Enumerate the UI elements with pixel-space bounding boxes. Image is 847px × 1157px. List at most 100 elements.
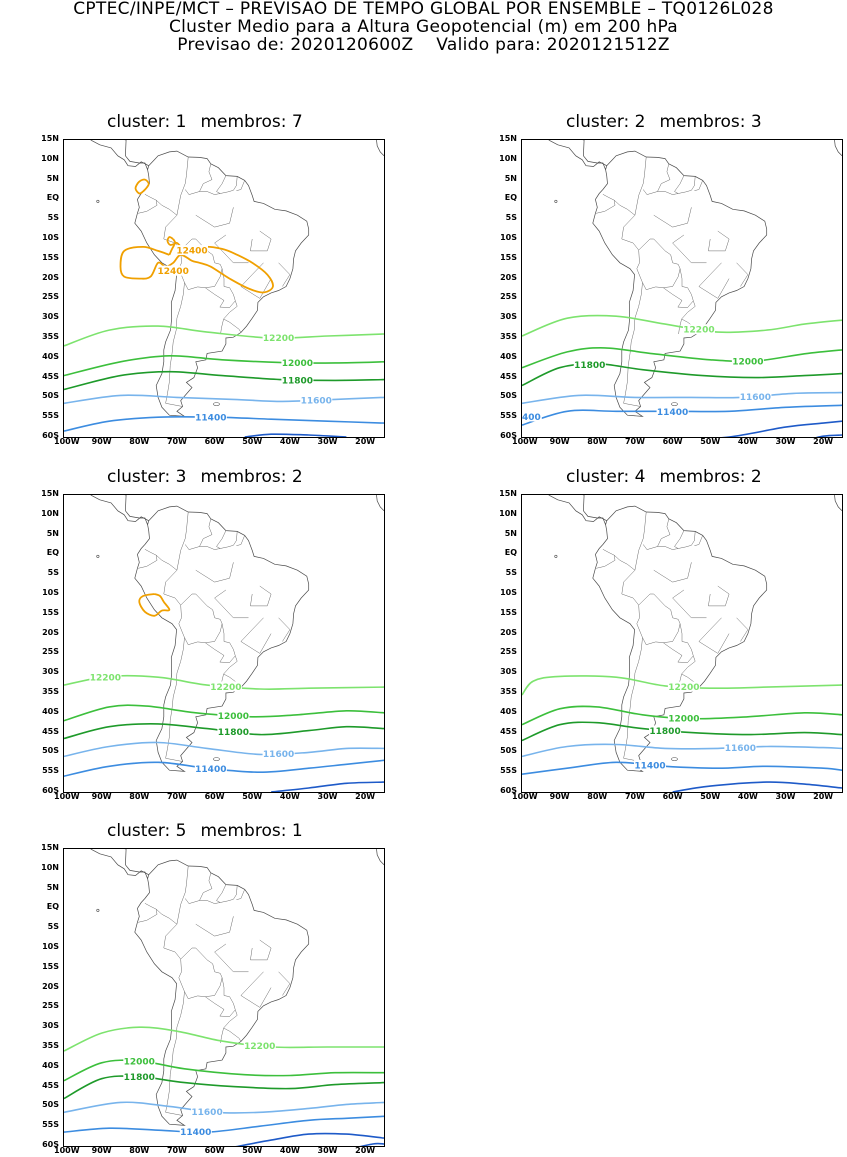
members-label: membros: 1: [200, 821, 303, 841]
country-border: [596, 194, 616, 214]
country-border: [672, 234, 707, 264]
panel-title: cluster: 1 membros: 7: [107, 112, 317, 132]
lat-tick-label: 15S: [42, 607, 59, 617]
lon-tick-label: 20W: [813, 792, 834, 801]
contour-label-bg: [123, 1071, 156, 1082]
map-frame[interactable]: 12200 12000 11800 11600 11400 400: [521, 139, 843, 438]
lat-tick-label: 10S: [500, 588, 517, 597]
country-border: [184, 163, 213, 195]
central-america-coastline: [124, 140, 148, 170]
lat-tick-label: 55S: [42, 766, 59, 776]
country-border: [678, 318, 682, 335]
galapagos-islands: [554, 554, 558, 558]
lon-tick-label: 50W: [700, 437, 721, 446]
panel-title: cluster: 4 membros: 2: [566, 467, 776, 487]
lat-tick-label: 5S: [505, 568, 517, 578]
central-america-coastline: [582, 495, 606, 525]
lat-tick-label: 55S: [42, 1120, 59, 1130]
lat-tick-label: 15N: [41, 134, 59, 143]
lat-tick-label: 15S: [42, 252, 59, 262]
central-america-coastline: [124, 849, 148, 879]
lat-tick-label: 25S: [42, 647, 59, 657]
lon-tick-label: 50W: [700, 792, 721, 801]
contour-12400-closed: [119, 241, 274, 294]
contour-label: 11400: [657, 408, 688, 418]
lat-tick-label: 60S: [42, 786, 59, 795]
country-border: [278, 971, 291, 996]
country-border: [698, 617, 730, 654]
contour-label-bg: [739, 391, 772, 402]
panel-title: cluster: 5 membros: 1: [107, 821, 317, 841]
falkland-islands: [671, 757, 678, 761]
members-label: membros: 7: [200, 112, 303, 132]
falkland-islands: [213, 402, 220, 406]
lat-tick-label: 5N: [504, 173, 517, 183]
country-border: [694, 535, 703, 546]
lon-tick-label: 70W: [166, 1146, 187, 1155]
contour-label: 12400: [176, 247, 207, 257]
contour-11200: [235, 1132, 384, 1146]
central-america-coastline: [548, 140, 607, 167]
lon-tick-label: 80W: [129, 1146, 150, 1155]
lon-tick-label: 70W: [166, 792, 187, 801]
country-border: [657, 531, 696, 550]
contour-label-bg: [217, 726, 250, 737]
lon-tick-label: 30W: [775, 792, 796, 801]
map-frame[interactable]: 12200 12000 11800 11600 11400 12200: [63, 494, 385, 793]
africa-coastline: [376, 849, 384, 866]
lon-tick-label: 50W: [242, 1146, 263, 1155]
country-border: [674, 175, 685, 194]
galapagos-islands: [96, 554, 100, 558]
country-border: [195, 207, 234, 228]
lat-tick-label: 20S: [42, 627, 59, 637]
contour-12000: [64, 1059, 384, 1082]
lat-tick-label: 10N: [41, 153, 59, 163]
country-border: [156, 200, 178, 216]
lat-tick-label: 10S: [42, 233, 59, 242]
contour-11400: [522, 761, 842, 775]
contour-label: 12200: [263, 334, 294, 344]
lon-tick-label: 90W: [91, 792, 112, 801]
map-frame[interactable]: 12200 12000 11800 11600 11400: [63, 848, 385, 1147]
map-svg: 12200 12000 11800 11600 11400: [64, 849, 384, 1146]
map-frame[interactable]: 12200 12000 11800 11600 11400 12400 12400: [63, 139, 385, 438]
contour-label-bg: [262, 332, 295, 343]
contour-label: 11400: [180, 1128, 211, 1138]
contour-label: 12400: [158, 267, 189, 277]
country-border: [156, 909, 178, 925]
country-border: [657, 176, 696, 195]
country-border: [236, 180, 245, 191]
lon-tick-label: 20W: [813, 437, 834, 446]
contour-label-bg: [194, 763, 227, 774]
contour-label: 11800: [282, 376, 313, 386]
lat-tick-label: 40S: [500, 351, 517, 361]
country-border: [180, 947, 223, 999]
country-border: [736, 262, 749, 287]
map-svg: 12200 12000 11800 11600 11400 12400 12400: [64, 140, 384, 437]
lat-tick-label: 35S: [500, 687, 517, 696]
map-frame[interactable]: 12200 12000 11800 11600 11400: [521, 494, 843, 793]
lon-tick-label: 100W: [54, 1146, 80, 1155]
contour-label-bg: [667, 681, 700, 692]
contour-label: 12200: [668, 683, 699, 693]
contour-label: 400: [522, 413, 541, 423]
header-line-2: Cluster Medio para a Altura Geopotencial…: [168, 17, 679, 37]
contour-label-bg: [649, 725, 682, 736]
country-border: [205, 977, 236, 1017]
contour-label: 12200: [90, 674, 121, 684]
lon-tick-label: 90W: [91, 1146, 112, 1155]
contour-12400-closed: [138, 593, 171, 617]
falkland-islands: [213, 757, 220, 761]
contour-label-bg: [194, 412, 227, 423]
contour-label: 11600: [301, 397, 332, 407]
lat-tick-label: 35S: [500, 332, 517, 341]
contour-11800: [64, 370, 384, 391]
contour-11800: [522, 721, 842, 742]
country-border: [199, 176, 238, 195]
lon-tick-label: 100W: [54, 792, 80, 801]
central-america-coastline: [90, 140, 149, 167]
header-line-1: CPTEC/INPE/MCT – PREVISAO DE TEMPO GLOBA…: [73, 0, 774, 19]
country-border: [278, 617, 291, 642]
cluster-label: cluster: 5: [107, 821, 187, 841]
lat-tick-label: 45S: [42, 726, 59, 736]
